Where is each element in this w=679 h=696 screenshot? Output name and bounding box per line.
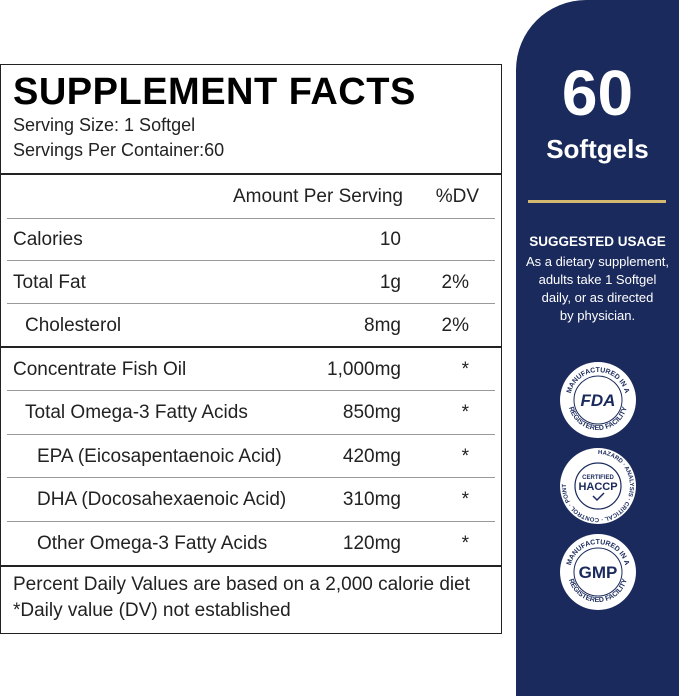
table-row: Total Fat 1g 2% xyxy=(1,261,501,305)
haccp-center: HACCP xyxy=(578,481,617,493)
row-amount: 8mg xyxy=(364,315,401,336)
usage-line: by physician. xyxy=(559,308,636,323)
row-amount: 1g xyxy=(379,272,401,293)
divider xyxy=(7,303,495,304)
usage-line: As a dietary supplement, xyxy=(525,254,670,269)
divider xyxy=(7,521,495,522)
haccp-seal-icon: HAZARD · ANALYSIS · CRITICAL · CONTROL ·… xyxy=(560,448,636,524)
row-name: Concentrate Fish Oil xyxy=(13,359,187,380)
haccp-certified: CERTIFIED xyxy=(582,475,614,481)
serving-size: Serving Size: 1 Softgel xyxy=(13,115,196,135)
softgel-unit: Softgels xyxy=(546,134,649,164)
gold-divider xyxy=(528,200,666,203)
check-icon xyxy=(592,492,605,502)
divider-thick xyxy=(1,565,501,567)
table-row: Calories 10 xyxy=(1,218,501,262)
row-dv: * xyxy=(461,533,469,554)
divider xyxy=(7,390,495,391)
usage-line: adults take 1 Softgel xyxy=(538,272,657,287)
footnote-daily-values: Percent Daily Values are based on a 2,00… xyxy=(13,574,470,595)
footnote-dv-not-established: *Daily value (DV) not established xyxy=(13,600,291,621)
header-amount: Amount Per Serving xyxy=(232,186,403,207)
header-dv: %DV xyxy=(435,186,479,207)
facts-title: SUPPLEMENT FACTS xyxy=(13,71,416,113)
header-row: Amount Per Serving %DV xyxy=(1,175,501,219)
usage-heading: SUGGESTED USAGE xyxy=(529,234,666,249)
row-name: Calories xyxy=(13,229,83,250)
fda-center: FDA xyxy=(581,391,616,410)
table-row: Total Omega-3 Fatty Acids 850mg * xyxy=(1,391,501,435)
divider-thick xyxy=(1,173,501,175)
divider xyxy=(7,477,495,478)
table-row: Other Omega-3 Fatty Acids 120mg * xyxy=(1,522,501,566)
row-dv: 2% xyxy=(441,272,469,293)
row-amount: 850mg xyxy=(342,402,401,423)
supplement-facts-panel: SUPPLEMENT FACTS Serving Size: 1 Softgel… xyxy=(0,64,502,634)
divider-thick xyxy=(1,346,501,348)
divider xyxy=(7,218,495,219)
row-name: EPA (Eicosapentaenoic Acid) xyxy=(37,446,282,467)
row-dv: * xyxy=(461,446,469,467)
row-name: Total Omega-3 Fatty Acids xyxy=(25,402,248,423)
table-row: EPA (Eicosapentaenoic Acid) 420mg * xyxy=(1,435,501,479)
row-amount: 420mg xyxy=(342,446,401,467)
softgel-count: 60 xyxy=(561,57,634,129)
gmp-seal-icon: MANUFACTURED IN A REGISTERED FACILITY GM… xyxy=(560,534,636,610)
row-name: Cholesterol xyxy=(25,315,122,336)
divider xyxy=(7,434,495,435)
fda-seal-icon: MANUFACTURED IN A REGISTERED FACILITY FD… xyxy=(560,362,636,438)
table-row: DHA (Docosahexaenoic Acid) 310mg * xyxy=(1,478,501,522)
row-amount: 310mg xyxy=(342,489,401,510)
row-name: DHA (Docosahexaenoic Acid) xyxy=(37,489,287,510)
table-row: Cholesterol 8mg 2% xyxy=(1,304,501,348)
row-amount: 10 xyxy=(379,229,401,250)
gmp-center: GMP xyxy=(579,563,618,582)
divider xyxy=(7,260,495,261)
servings-per-container: Servings Per Container:60 xyxy=(13,140,225,160)
row-name: Other Omega-3 Fatty Acids xyxy=(37,533,268,554)
table-row: Concentrate Fish Oil 1,000mg * xyxy=(1,348,501,392)
row-dv: 2% xyxy=(441,315,469,336)
row-name: Total Fat xyxy=(13,272,86,293)
row-dv: * xyxy=(461,359,469,380)
usage-line: daily, or as directed xyxy=(541,290,654,305)
row-dv: * xyxy=(461,489,469,510)
row-amount: 120mg xyxy=(342,533,401,554)
row-dv: * xyxy=(461,402,469,423)
row-amount: 1,000mg xyxy=(327,359,401,380)
